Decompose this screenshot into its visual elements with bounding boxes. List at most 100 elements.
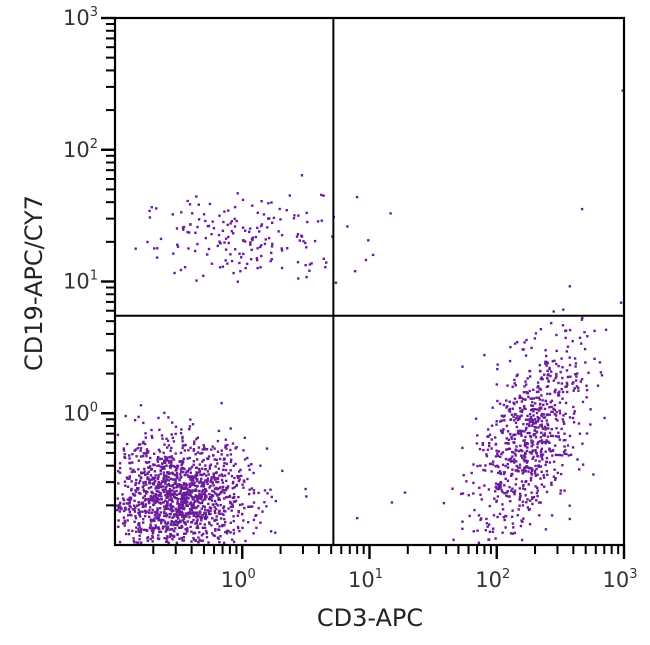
event-dot <box>139 449 142 452</box>
event-dot <box>167 541 170 544</box>
event-dot <box>470 471 473 475</box>
event-dot <box>130 470 134 474</box>
event-dot <box>173 482 176 485</box>
event-dot <box>168 488 172 491</box>
event-dot <box>165 514 169 517</box>
event-dot <box>562 414 565 417</box>
event-dot <box>472 481 475 485</box>
event-dot <box>528 523 532 526</box>
event-dot <box>298 239 301 242</box>
event-dot <box>194 476 197 479</box>
event-dot <box>534 464 537 468</box>
event-dot <box>157 475 160 479</box>
event-dot <box>257 507 260 510</box>
event-dot <box>223 461 226 465</box>
event-dot <box>203 493 206 496</box>
event-dot <box>562 450 566 453</box>
event-dot <box>477 541 481 544</box>
event-dot <box>199 501 202 505</box>
event-dot <box>180 500 183 503</box>
event-dot <box>520 414 523 417</box>
event-dot <box>159 511 162 514</box>
event-dot <box>171 538 174 541</box>
event-dot <box>142 496 145 499</box>
event-dot <box>491 530 495 533</box>
event-dot <box>175 519 178 522</box>
event-dot <box>511 407 514 410</box>
event-dot <box>192 504 195 507</box>
event-dot <box>151 532 154 535</box>
event-dot <box>488 523 491 526</box>
event-dot <box>218 525 221 528</box>
event-dot <box>221 229 225 232</box>
event-dot <box>234 248 237 251</box>
event-dot <box>295 235 299 238</box>
event-dot <box>542 403 545 406</box>
event-dot <box>548 413 551 416</box>
event-dot <box>263 242 267 246</box>
event-dot <box>534 436 538 439</box>
event-dot <box>165 458 169 461</box>
event-dot <box>201 499 204 502</box>
event-dot <box>215 515 218 518</box>
event-dot <box>236 525 240 529</box>
event-dot <box>163 478 166 481</box>
event-dot <box>502 472 506 476</box>
event-dot <box>176 520 180 524</box>
event-dot <box>145 510 148 513</box>
event-dot <box>183 506 186 509</box>
event-dot <box>209 509 212 513</box>
event-dot <box>219 503 222 507</box>
event-dot <box>171 489 174 492</box>
event-dot <box>538 398 541 401</box>
event-dot <box>496 483 500 486</box>
event-dot <box>541 458 544 461</box>
event-dot <box>235 446 238 449</box>
event-dot <box>182 466 185 470</box>
event-dot <box>201 460 204 463</box>
event-dot <box>200 477 203 480</box>
event-dot <box>256 247 259 250</box>
event-dot <box>267 202 270 205</box>
event-dot <box>146 472 149 476</box>
event-dot <box>300 235 304 238</box>
event-dot <box>202 532 205 536</box>
event-dot <box>508 486 511 489</box>
event-dot <box>182 481 186 485</box>
event-dot <box>186 512 189 515</box>
event-dot <box>196 225 199 229</box>
event-dot <box>515 460 518 463</box>
event-dot <box>134 247 137 250</box>
event-dot <box>174 492 177 496</box>
event-dot <box>166 493 170 496</box>
event-dot <box>183 266 187 269</box>
event-dot <box>151 496 155 499</box>
event-dot <box>518 487 521 490</box>
event-dot <box>156 477 160 481</box>
event-dot <box>498 470 502 473</box>
event-dot <box>206 477 209 480</box>
event-dot <box>528 424 531 428</box>
event-dot <box>196 436 200 439</box>
event-dot <box>251 204 254 207</box>
event-dot <box>151 529 154 533</box>
event-dot <box>124 508 127 511</box>
event-dot <box>499 420 502 423</box>
event-dot <box>165 478 169 481</box>
event-dot <box>181 440 184 443</box>
event-dot <box>258 230 261 233</box>
event-dot <box>507 458 510 462</box>
event-dot <box>261 510 264 513</box>
event-dot <box>210 476 214 479</box>
event-dot <box>187 247 190 250</box>
event-dot <box>548 461 552 464</box>
event-dot <box>568 356 571 359</box>
event-dot <box>170 528 174 531</box>
event-dot <box>555 427 558 430</box>
event-dot <box>252 501 256 504</box>
event-dot <box>134 506 137 509</box>
event-dot <box>136 446 140 450</box>
event-dot <box>486 448 490 451</box>
event-dot <box>584 361 587 364</box>
